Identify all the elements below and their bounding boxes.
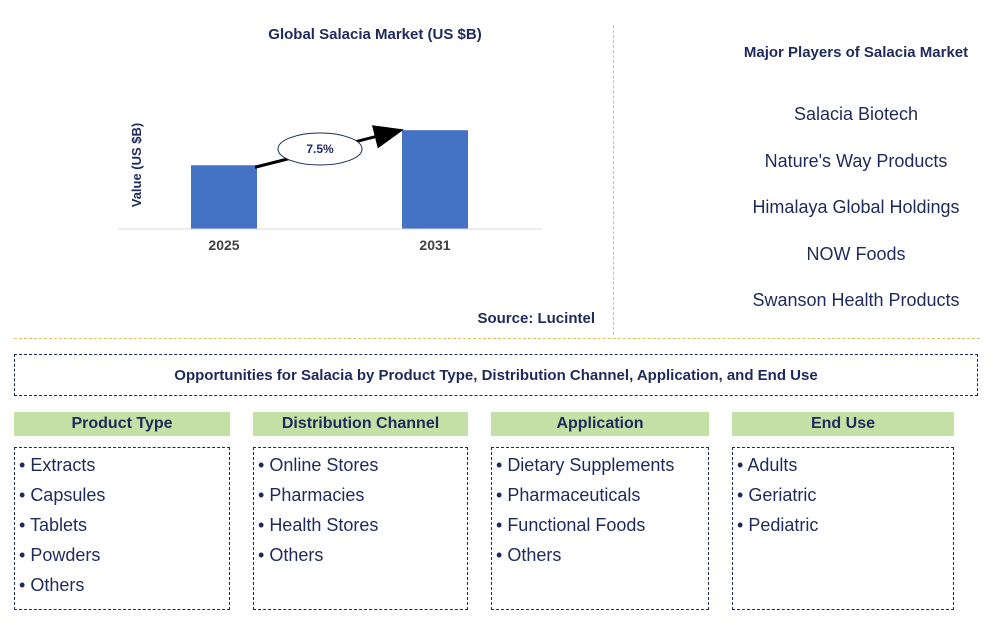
- category-list-product-type: • Extracts • Capsules • Tablets • Powder…: [14, 447, 230, 610]
- opportunities-title: Opportunities for Salacia by Product Typ…: [174, 366, 818, 384]
- category-list-end-use: • Adults • Geriatric • Pediatric: [732, 447, 954, 610]
- list-item: • Capsules: [19, 485, 106, 505]
- list-item: • Health Stores: [258, 515, 379, 535]
- list-item: • Adults: [737, 455, 798, 475]
- horizontal-divider: [14, 338, 980, 339]
- y-axis-label: Value (US $B): [129, 123, 144, 208]
- category-header-product-type: Product Type: [14, 412, 230, 436]
- vertical-divider: [613, 25, 614, 335]
- category-header-application: Application: [491, 412, 709, 436]
- player-item: Himalaya Global Holdings: [752, 197, 960, 217]
- bar-2031: [402, 130, 468, 229]
- player-item: Swanson Health Products: [752, 290, 960, 310]
- list-item: • Others: [258, 545, 324, 565]
- list-item: • Functional Foods: [496, 515, 646, 535]
- list-item: • Tablets: [19, 515, 88, 535]
- growth-ellipse: [277, 132, 363, 166]
- list-item: • Online Stores: [258, 455, 379, 475]
- list-item: • Powders: [19, 545, 101, 565]
- category-list-distribution-channel: • Online Stores • Pharmacies • Health St…: [253, 447, 468, 610]
- category-header-end-use: End Use: [732, 412, 954, 436]
- category-header-distribution-channel: Distribution Channel: [253, 412, 468, 436]
- list-item: • Geriatric: [737, 485, 817, 505]
- bar-chart: 2025 2031 Value (US $B) 7.5%: [118, 123, 542, 253]
- list-item: • Pharmaceuticals: [496, 485, 641, 505]
- player-item: Nature's Way Products: [764, 150, 948, 171]
- list-item: • Others: [496, 545, 562, 565]
- x-tick-label: 2031: [419, 237, 450, 253]
- bar-2025: [191, 165, 257, 229]
- players-title: Major Players of Salacia Market: [743, 44, 969, 61]
- list-item: • Pharmacies: [258, 485, 365, 505]
- x-tick-label: 2025: [208, 237, 239, 253]
- list-item: • Others: [19, 575, 85, 595]
- growth-label: 7.5%: [306, 142, 334, 156]
- chart-title: Global Salacia Market (US $B): [268, 26, 482, 43]
- opportunities-banner: Opportunities for Salacia by Product Typ…: [14, 354, 978, 396]
- list-item: • Pediatric: [737, 515, 819, 535]
- player-item: NOW Foods: [806, 243, 906, 264]
- source-note: Source: Lucintel: [477, 310, 595, 327]
- category-list-application: • Dietary Supplements • Pharmaceuticals …: [491, 447, 709, 610]
- list-item: • Dietary Supplements: [496, 455, 675, 475]
- player-item: Salacia Biotech: [793, 104, 919, 124]
- list-item: • Extracts: [19, 455, 96, 475]
- players-list: Salacia Biotech Nature's Way Products Hi…: [730, 96, 982, 329]
